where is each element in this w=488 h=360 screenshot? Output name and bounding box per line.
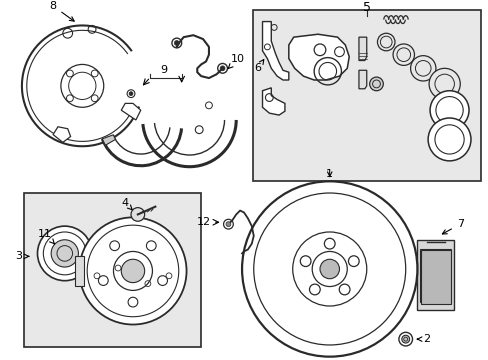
Circle shape <box>79 217 186 324</box>
Circle shape <box>398 332 412 346</box>
Circle shape <box>129 92 133 96</box>
Polygon shape <box>358 70 366 89</box>
Circle shape <box>220 66 224 71</box>
Circle shape <box>369 77 383 91</box>
Text: 8: 8 <box>49 1 74 21</box>
Circle shape <box>392 44 414 66</box>
Polygon shape <box>262 88 285 115</box>
Polygon shape <box>102 135 115 145</box>
Circle shape <box>225 222 230 226</box>
Text: 3: 3 <box>16 251 29 261</box>
Text: 11: 11 <box>38 229 54 244</box>
Text: 9: 9 <box>160 65 167 75</box>
Circle shape <box>401 335 409 343</box>
Text: 12: 12 <box>196 217 210 227</box>
Circle shape <box>410 56 435 81</box>
Polygon shape <box>121 103 141 120</box>
Polygon shape <box>262 22 288 80</box>
Circle shape <box>121 259 144 283</box>
Bar <box>417 240 453 310</box>
Circle shape <box>51 240 78 267</box>
Text: 10: 10 <box>228 54 244 69</box>
Circle shape <box>319 259 339 279</box>
Polygon shape <box>53 127 70 142</box>
Polygon shape <box>74 256 84 285</box>
Bar <box>24 193 201 347</box>
Polygon shape <box>358 37 366 60</box>
Text: 1: 1 <box>325 168 332 179</box>
Text: 6: 6 <box>254 60 263 73</box>
Circle shape <box>377 33 394 51</box>
Circle shape <box>242 181 417 357</box>
Polygon shape <box>288 34 348 80</box>
Circle shape <box>38 226 92 281</box>
Polygon shape <box>421 249 449 304</box>
Circle shape <box>131 208 144 221</box>
Circle shape <box>429 91 468 130</box>
Text: 7: 7 <box>442 219 463 234</box>
Bar <box>420 248 450 302</box>
Circle shape <box>428 68 459 99</box>
Circle shape <box>427 118 470 161</box>
Circle shape <box>174 41 179 45</box>
Text: 2: 2 <box>417 334 430 344</box>
Text: 5: 5 <box>362 1 370 14</box>
Bar <box>252 10 480 181</box>
Text: 4: 4 <box>122 198 132 210</box>
